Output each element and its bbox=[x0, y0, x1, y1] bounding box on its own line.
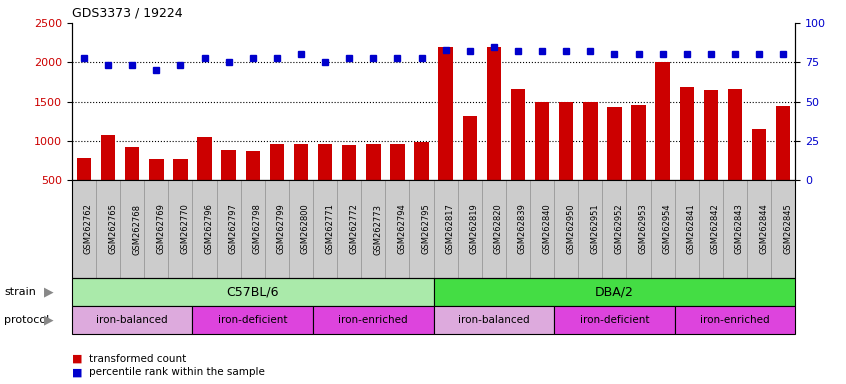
Bar bbox=[173, 159, 188, 219]
Text: ■: ■ bbox=[72, 367, 82, 377]
Bar bbox=[607, 107, 622, 219]
Text: iron-deficient: iron-deficient bbox=[580, 315, 649, 325]
Text: GSM262951: GSM262951 bbox=[591, 204, 599, 254]
Text: GSM262773: GSM262773 bbox=[373, 204, 382, 255]
Bar bbox=[776, 106, 790, 219]
Bar bbox=[149, 159, 163, 219]
Text: GSM262845: GSM262845 bbox=[783, 204, 792, 255]
Bar bbox=[342, 145, 356, 219]
Text: iron-balanced: iron-balanced bbox=[96, 315, 168, 325]
Bar bbox=[438, 46, 453, 219]
Bar bbox=[463, 116, 477, 219]
Text: GSM262954: GSM262954 bbox=[662, 204, 672, 254]
Text: GSM262820: GSM262820 bbox=[494, 204, 503, 255]
Text: ▶: ▶ bbox=[44, 314, 54, 326]
Text: GSM262800: GSM262800 bbox=[301, 204, 310, 255]
Bar bbox=[125, 147, 140, 219]
Text: iron-balanced: iron-balanced bbox=[458, 315, 530, 325]
Text: protocol: protocol bbox=[4, 315, 49, 325]
Bar bbox=[583, 103, 597, 219]
Bar bbox=[366, 144, 381, 219]
Text: GSM262952: GSM262952 bbox=[614, 204, 624, 254]
Text: GSM262769: GSM262769 bbox=[157, 204, 165, 255]
Text: GSM262817: GSM262817 bbox=[446, 204, 454, 255]
Bar bbox=[101, 134, 115, 219]
Text: GSM262770: GSM262770 bbox=[180, 204, 190, 255]
Bar bbox=[559, 103, 574, 219]
Text: GSM262765: GSM262765 bbox=[108, 204, 117, 255]
Text: DBA/2: DBA/2 bbox=[595, 286, 634, 298]
Bar bbox=[752, 129, 766, 219]
Text: GSM262771: GSM262771 bbox=[325, 204, 334, 255]
Bar bbox=[245, 151, 260, 219]
Bar bbox=[535, 103, 549, 219]
Bar bbox=[728, 89, 742, 219]
Bar bbox=[415, 142, 429, 219]
Bar bbox=[77, 158, 91, 219]
Text: GSM262768: GSM262768 bbox=[132, 204, 141, 255]
Text: GSM262819: GSM262819 bbox=[470, 204, 479, 255]
Text: GSM262844: GSM262844 bbox=[759, 204, 768, 255]
Text: C57BL/6: C57BL/6 bbox=[227, 286, 279, 298]
Text: strain: strain bbox=[4, 287, 36, 297]
Bar bbox=[511, 89, 525, 219]
Text: GSM262841: GSM262841 bbox=[687, 204, 695, 255]
Text: GDS3373 / 19224: GDS3373 / 19224 bbox=[72, 6, 183, 19]
Bar bbox=[294, 144, 308, 219]
Text: GSM262839: GSM262839 bbox=[518, 204, 527, 255]
Text: ▶: ▶ bbox=[44, 286, 54, 298]
Text: GSM262950: GSM262950 bbox=[566, 204, 575, 254]
Bar bbox=[222, 150, 236, 219]
Text: ■: ■ bbox=[72, 354, 82, 364]
Bar bbox=[656, 62, 670, 219]
Bar bbox=[197, 137, 212, 219]
Bar bbox=[486, 47, 501, 219]
Text: GSM262842: GSM262842 bbox=[711, 204, 720, 255]
Text: GSM262953: GSM262953 bbox=[639, 204, 647, 255]
Bar bbox=[631, 106, 645, 219]
Text: GSM262795: GSM262795 bbox=[421, 204, 431, 255]
Text: GSM262840: GSM262840 bbox=[542, 204, 551, 255]
Text: iron-deficient: iron-deficient bbox=[218, 315, 288, 325]
Bar bbox=[318, 144, 332, 219]
Text: transformed count: transformed count bbox=[89, 354, 186, 364]
Text: GSM262772: GSM262772 bbox=[349, 204, 358, 255]
Text: GSM262762: GSM262762 bbox=[84, 204, 93, 255]
Text: percentile rank within the sample: percentile rank within the sample bbox=[89, 367, 265, 377]
Text: GSM262796: GSM262796 bbox=[205, 204, 213, 255]
Bar bbox=[270, 144, 284, 219]
Bar bbox=[679, 88, 694, 219]
Text: GSM262843: GSM262843 bbox=[735, 204, 744, 255]
Text: GSM262799: GSM262799 bbox=[277, 204, 286, 255]
Text: GSM262794: GSM262794 bbox=[398, 204, 406, 255]
Bar bbox=[390, 144, 404, 219]
Text: GSM262798: GSM262798 bbox=[253, 204, 261, 255]
Text: iron-enriched: iron-enriched bbox=[700, 315, 770, 325]
Text: GSM262797: GSM262797 bbox=[228, 204, 238, 255]
Bar bbox=[704, 90, 718, 219]
Text: iron-enriched: iron-enriched bbox=[338, 315, 408, 325]
